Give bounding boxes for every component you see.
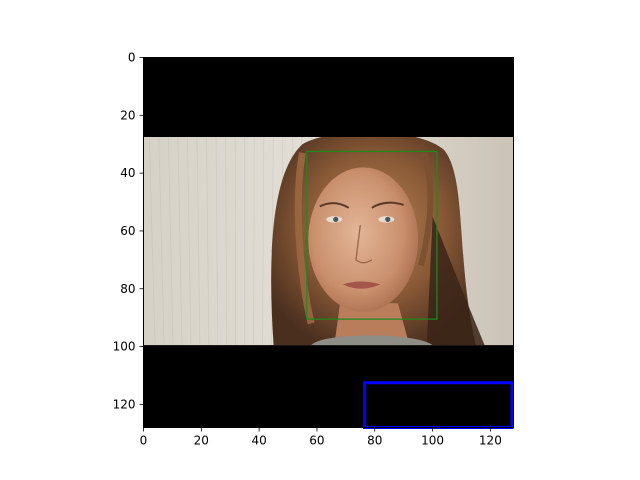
x-tick-label: 80	[367, 434, 382, 448]
background-texture	[253, 136, 255, 346]
face	[308, 167, 419, 312]
hair-shadow	[426, 216, 485, 346]
right-iris	[385, 216, 391, 222]
portrait-photo	[148, 136, 485, 346]
background-texture	[234, 136, 237, 346]
background-texture	[187, 136, 192, 346]
axes-frame	[143, 57, 514, 428]
y-tick-label: 100	[113, 340, 136, 354]
right-eyebrow	[371, 201, 404, 209]
background-texture	[158, 136, 165, 346]
x-tick-label: 100	[421, 434, 444, 448]
face-detection-box	[306, 150, 438, 320]
y-tick-label: 120	[113, 397, 136, 411]
x-tick-label: 0	[140, 434, 148, 448]
image-panel	[143, 57, 514, 428]
neck	[334, 303, 410, 346]
axes: 0 20 40 60 80 100 120 0 20 40 60 80 100 120	[113, 51, 514, 448]
background-texture	[167, 136, 174, 346]
y-tick-label: 60	[120, 224, 135, 238]
clothing	[311, 335, 433, 346]
background-texture	[225, 136, 228, 346]
y-tick-label: 80	[120, 282, 135, 296]
background-texture	[206, 136, 210, 346]
left-iris	[333, 216, 339, 222]
y-tick-label: 20	[120, 108, 135, 122]
nose	[355, 225, 373, 264]
left-eyebrow	[319, 202, 350, 209]
x-tick-label: 60	[309, 434, 324, 448]
background-texture	[215, 136, 219, 346]
background-texture	[262, 136, 265, 346]
background-texture	[177, 136, 183, 346]
right-hair-strand	[418, 151, 434, 267]
y-tick-label: 40	[120, 166, 135, 180]
x-tick-label: 120	[479, 434, 502, 448]
background-texture	[196, 136, 201, 346]
x-tick-label: 20	[194, 434, 209, 448]
x-tick-label: 40	[251, 434, 266, 448]
mouth	[342, 281, 381, 289]
background-texture	[148, 136, 156, 346]
y-tick-label: 0	[128, 51, 136, 65]
